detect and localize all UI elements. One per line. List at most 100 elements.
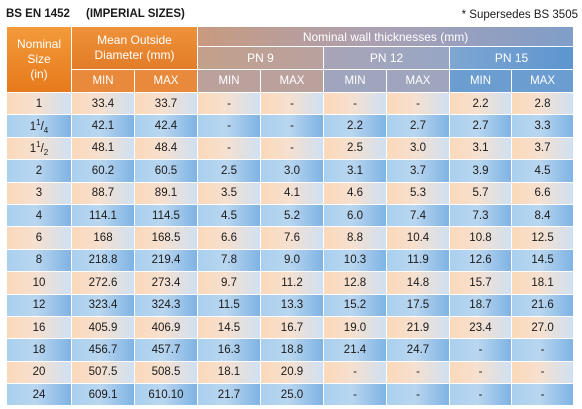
cell-pn15-min: 2.2 <box>450 93 512 116</box>
table-row: 1 33.4 33.7- - - -2.2 2.8 <box>7 93 575 116</box>
cell-pn15-max: 6.6 <box>512 182 575 205</box>
cell-pn12-min: 4.6 <box>324 182 387 205</box>
cell-size: 2 <box>7 160 72 183</box>
cell-pn12-min: - <box>324 361 387 385</box>
cell-pn9-max: 5.2 <box>261 204 324 228</box>
cell-pn12-min: 10.3 <box>324 249 387 273</box>
table-row: 16 405.9 406.9 14.5 16.7 19.0 21.9 23.4 27.0 <box>7 316 575 340</box>
cell-pn15-max: - <box>512 339 575 362</box>
cell-pn12-min: 2.2 <box>324 115 387 138</box>
od-max-header: MAX <box>135 70 198 93</box>
cell-pn9-min: 6.6 <box>198 227 261 250</box>
cell-size: 11/4 <box>7 115 72 138</box>
cell-pn15-min: - <box>450 361 512 385</box>
cell-od-max: 508.5 <box>135 361 198 385</box>
cell-pn15-max: 14.5 <box>512 249 575 273</box>
cell-pn15-min: 7.3 <box>450 204 512 228</box>
cell-od-min: 60.2 <box>72 160 135 183</box>
table-row: 10 272.6 273.4 9.7 11.2 12.8 14.8 15.7 18.1 <box>7 272 575 295</box>
cell-pn12-min: 3.1 <box>324 160 387 183</box>
table-row: 3 88.7 89.1 3.5 4.1 4.6 5.3 5.7 6.6 <box>7 182 575 205</box>
cell-size: 1 <box>7 93 72 116</box>
cell-od-max: 219.4 <box>135 249 198 273</box>
cell-od-max: 114.5 <box>135 204 198 228</box>
cell-pn15-max: 12.5 <box>512 227 575 250</box>
cell-pn15-min: 15.7 <box>450 272 512 295</box>
nominal-size-header: Nominal Size (in) <box>7 27 72 93</box>
cell-pn9-max: 9.0 <box>261 249 324 273</box>
wall-thickness-header: Nominal wall thicknesses (mm) <box>198 27 575 47</box>
cell-pn12-max: 24.7 <box>387 339 450 362</box>
cell-pn9-max: 25.0 <box>261 384 324 407</box>
cell-size: 24 <box>7 384 72 407</box>
cell-pn15-max: 8.4 <box>512 204 575 228</box>
cell-od-max: 457.7 <box>135 339 198 362</box>
cell-pn9-min: 3.5 <box>198 182 261 205</box>
cell-od-min: 218.8 <box>72 249 135 273</box>
cell-pn9-max: 18.8 <box>261 339 324 362</box>
cell-pn15-max: 3.3 <box>512 115 575 138</box>
cell-pn9-min: 16.3 <box>198 339 261 362</box>
cell-pn15-min: 18.7 <box>450 294 512 317</box>
cell-size: 6 <box>7 227 72 250</box>
cell-od-min: 88.7 <box>72 182 135 205</box>
cell-pn15-min: - <box>450 339 512 362</box>
cell-pn12-min: 19.0 <box>324 316 387 340</box>
cell-od-max: 60.5 <box>135 160 198 183</box>
cell-pn9-max: 3.0 <box>261 160 324 183</box>
cell-pn15-max: - <box>512 361 575 385</box>
cell-pn15-min: - <box>450 384 512 407</box>
cell-od-max: 89.1 <box>135 182 198 205</box>
cell-size: 12 <box>7 294 72 317</box>
cell-pn9-max: 13.3 <box>261 294 324 317</box>
cell-pn9-max: - <box>261 93 324 116</box>
cell-pn9-min: 18.1 <box>198 361 261 385</box>
pn9-max-header: MAX <box>261 70 324 93</box>
cell-od-max: 406.9 <box>135 316 198 340</box>
standard-title: BS EN 1452 <box>6 8 70 20</box>
sizes-subtitle: (IMPERIAL SIZES) <box>86 8 185 20</box>
cell-pn15-max: 3.7 <box>512 137 575 161</box>
cell-pn15-min: 5.7 <box>450 182 512 205</box>
cell-pn15-min: 23.4 <box>450 316 512 340</box>
cell-od-max: 42.4 <box>135 115 198 138</box>
cell-od-min: 114.1 <box>72 204 135 228</box>
cell-size: 10 <box>7 272 72 295</box>
outside-diameter-header-line2: Diameter (mm) <box>94 48 175 62</box>
cell-pn9-max: 7.6 <box>261 227 324 250</box>
cell-pn15-min: 12.6 <box>450 249 512 273</box>
cell-pn12-max: 21.9 <box>387 316 450 340</box>
cell-pn15-max: 4.5 <box>512 160 575 183</box>
cell-pn12-max: 11.9 <box>387 249 450 273</box>
cell-pn12-min: 8.8 <box>324 227 387 250</box>
cell-pn15-min: 10.8 <box>450 227 512 250</box>
cell-od-max: 273.4 <box>135 272 198 295</box>
cell-size: 18 <box>7 339 72 362</box>
outside-diameter-header: Mean Outside Diameter (mm) <box>72 27 198 70</box>
cell-pn9-min: 9.7 <box>198 272 261 295</box>
table-row: 24 609.1 610.10 21.7 25.0- - - - <box>7 384 575 407</box>
table-row: 11/2 48.1 48.4- -2.5 3.0 3.1 3.7 <box>7 137 575 161</box>
header-bar: BS EN 1452 (IMPERIAL SIZES) * Supersedes… <box>0 0 582 26</box>
cell-pn12-min: 2.5 <box>324 137 387 161</box>
cell-pn12-min: - <box>324 384 387 407</box>
cell-pn12-max: 5.3 <box>387 182 450 205</box>
outside-diameter-header-line1: Mean Outside <box>97 33 172 47</box>
cell-pn9-min: - <box>198 137 261 161</box>
cell-pn12-min: - <box>324 93 387 116</box>
cell-od-max: 33.7 <box>135 93 198 116</box>
cell-pn12-max: 10.4 <box>387 227 450 250</box>
table-row: 4 114.1 114.5 4.5 5.2 6.0 7.4 7.3 8.4 <box>7 204 575 228</box>
cell-pn9-min: - <box>198 115 261 138</box>
pn12-header: PN 12 <box>324 47 450 70</box>
cell-pn9-max: 20.9 <box>261 361 324 385</box>
cell-od-min: 456.7 <box>72 339 135 362</box>
cell-pn9-max: 11.2 <box>261 272 324 295</box>
cell-pn12-min: 15.2 <box>324 294 387 317</box>
nominal-size-header-line2: Size <box>27 52 51 66</box>
cell-pn9-min: 2.5 <box>198 160 261 183</box>
cell-size: 11/2 <box>7 137 72 161</box>
table-row: 20 507.5 508.5 18.1 20.9- - - - <box>7 361 575 385</box>
cell-od-min: 168 <box>72 227 135 250</box>
pn12-min-header: MIN <box>324 70 387 93</box>
